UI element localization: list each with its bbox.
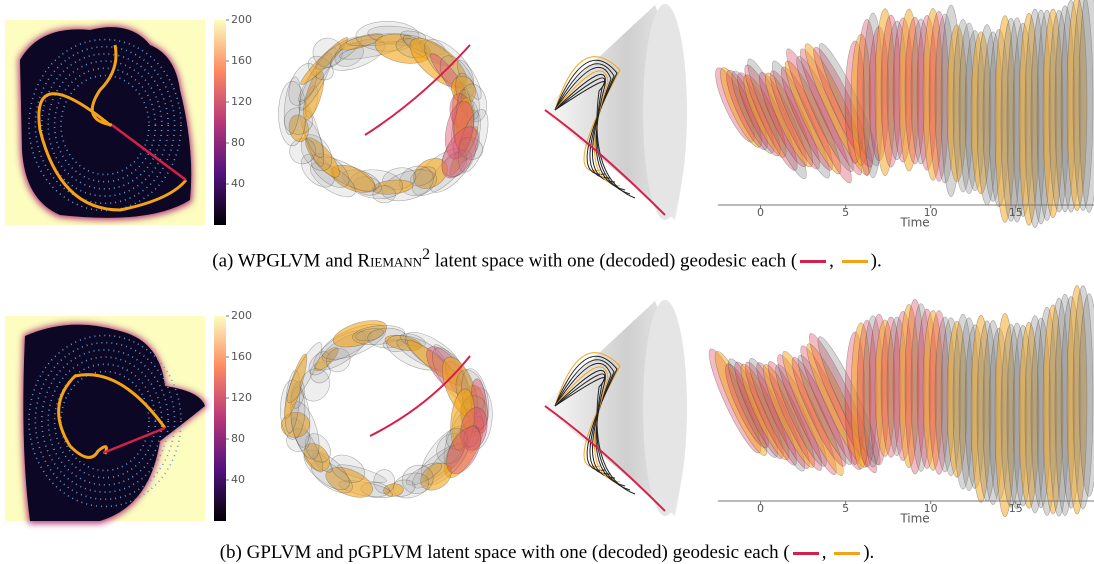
time-tick-label: 15 xyxy=(1009,206,1023,219)
figure-canvas: 2001601208040051015Time20016012080400510… xyxy=(0,0,1094,564)
colorbar-tick-label: 120 xyxy=(231,95,252,108)
cone-rim xyxy=(643,300,687,516)
caption-text: latent space with one (decoded) geodesic… xyxy=(430,250,797,271)
colorbar-tick-label: 200 xyxy=(231,309,252,322)
caption: (a) WPGLVM and Riemann2 latent space wit… xyxy=(0,246,1094,272)
time-axis-label: Time xyxy=(899,216,929,230)
caption-text: Riemann xyxy=(357,250,422,271)
colorbar xyxy=(214,20,226,225)
time-tick-label: 15 xyxy=(1009,502,1023,515)
time-tick-label: 5 xyxy=(842,502,849,515)
caption-text: , xyxy=(822,542,832,563)
caption-text: (a) WPGLVM and xyxy=(212,250,357,271)
caption: (b) GPLVM and pGPLVM latent space with o… xyxy=(0,542,1094,564)
figure: 2001601208040051015Time20016012080400510… xyxy=(0,0,1094,564)
time-tick-label: 5 xyxy=(842,206,849,219)
colorbar xyxy=(214,316,226,521)
colorbar-tick-label: 200 xyxy=(231,13,252,26)
caption-text: , xyxy=(829,250,839,271)
colorbar-tick-label: 80 xyxy=(231,432,245,445)
caption-text: 2 xyxy=(422,246,430,263)
geodesic-swatch xyxy=(793,552,819,555)
time-tick-label: 0 xyxy=(757,206,764,219)
geodesic-swatch xyxy=(800,260,826,263)
geodesic-swatch xyxy=(834,552,860,555)
caption-text: ). xyxy=(871,250,882,271)
colorbar-tick-label: 120 xyxy=(231,391,252,404)
time-axis-label: Time xyxy=(899,512,929,526)
time-tick-label: 0 xyxy=(757,502,764,515)
colorbar-tick-label: 40 xyxy=(231,177,245,190)
caption-text: (b) GPLVM and pGPLVM latent space with o… xyxy=(220,542,790,563)
colorbar-tick-label: 160 xyxy=(231,54,252,67)
colorbar-tick-label: 160 xyxy=(231,350,252,363)
geodesic-swatch xyxy=(842,260,868,263)
colorbar-tick-label: 80 xyxy=(231,136,245,149)
colorbar-tick-label: 40 xyxy=(231,473,245,486)
caption-text: ). xyxy=(863,542,874,563)
cone-rim xyxy=(643,4,687,220)
